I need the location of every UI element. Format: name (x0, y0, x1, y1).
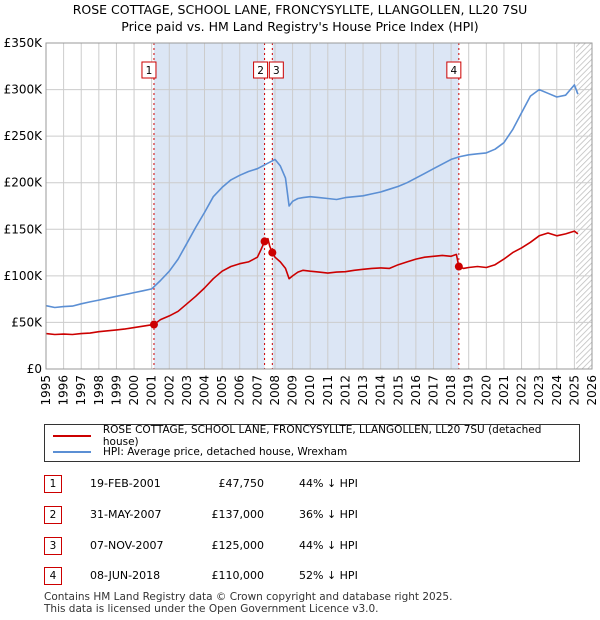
sale-label-box (141, 61, 157, 79)
footer-copyright: Contains HM Land Registry data © Crown c… (44, 591, 453, 603)
sale-price: £47,750 (218, 477, 265, 490)
sale-label: 3 (273, 65, 280, 77)
sale-badge: 2 (44, 506, 62, 524)
sale-label: 4 (451, 65, 458, 77)
legend-swatch-property (53, 435, 91, 437)
x-tick-label: 2003 (180, 375, 194, 406)
legend-item-property: ROSE COTTAGE, SCHOOL LANE, FRONCYSYLLTE,… (53, 424, 579, 448)
x-tick-label: 2024 (550, 375, 564, 406)
legend-label-hpi: HPI: Average price, detached house, Wrex… (103, 446, 348, 458)
x-tick-label: 2025 (567, 375, 581, 406)
chart-subtitle: Price paid vs. HM Land Registry's House … (121, 19, 479, 34)
x-tick-label: 2007 (250, 375, 264, 406)
plot-frame (45, 42, 593, 370)
sales-row: 2 31-MAY-2007 £137,000 36% ↓ HPI (44, 506, 584, 526)
x-tick-label: 2017 (426, 375, 440, 406)
shaded-period (272, 43, 459, 369)
x-tick-label: 2004 (198, 375, 212, 406)
y-tick-label: £150K (4, 222, 44, 236)
x-tick-label: 2015 (391, 375, 405, 406)
sale-label-box (268, 61, 284, 79)
sale-price: £110,000 (211, 569, 265, 582)
sale-label: 2 (257, 65, 264, 77)
sale-label-box (253, 61, 269, 79)
chart-title-address: ROSE COTTAGE, SCHOOL LANE, FRONCYSYLLTE,… (72, 2, 528, 17)
sale-hpi-diff: 44% ↓ HPI (299, 539, 358, 552)
sale-date: 19-FEB-2001 (90, 477, 161, 490)
x-tick-label: 2006 (233, 375, 247, 406)
y-tick-label: £350K (4, 36, 44, 50)
sale-price: £137,000 (211, 508, 265, 521)
x-tick-label: 2014 (374, 375, 388, 406)
x-tick-label: 2008 (268, 375, 282, 406)
x-tick-label: 2022 (515, 375, 529, 406)
sale-date: 07-NOV-2007 (90, 539, 164, 552)
sale-price: £125,000 (211, 539, 265, 552)
sales-row: 1 19-FEB-2001 £47,750 44% ↓ HPI (44, 475, 584, 495)
sale-date: 08-JUN-2018 (90, 569, 161, 582)
x-tick-label: 2011 (321, 375, 335, 406)
x-tick-label: 2001 (145, 375, 159, 406)
sales-row: 4 08-JUN-2018 £110,000 52% ↓ HPI (44, 567, 584, 587)
x-tick-label: 1999 (109, 375, 123, 406)
sale-badge: 4 (44, 567, 62, 585)
sales-row: 3 07-NOV-2007 £125,000 44% ↓ HPI (44, 537, 584, 557)
y-tick-label: £50K (11, 315, 43, 329)
legend-label-property: ROSE COTTAGE, SCHOOL LANE, FRONCYSYLLTE,… (102, 424, 542, 448)
hpi-series-line (45, 84, 579, 309)
x-tick-label: 2005 (215, 375, 229, 406)
x-tick-label: 2019 (462, 375, 476, 406)
x-tick-label: 1997 (74, 375, 88, 406)
sale-badge: 3 (44, 537, 62, 555)
x-tick-label: 1996 (57, 375, 71, 406)
legend-swatch-hpi (53, 451, 91, 453)
sale-point (260, 237, 269, 246)
x-tick-label: 2023 (532, 375, 546, 406)
price-chart: 1 2 3 4 £0 £50K £100K £150K £200K £250K £300K £350K… (4, 36, 599, 406)
sale-date: 31-MAY-2007 (90, 508, 162, 521)
x-tick-label: 1995 (39, 375, 53, 406)
footer-licence: This data is licensed under the Open Gov… (44, 603, 379, 615)
sale-badge: 1 (44, 475, 62, 493)
y-tick-label: £0 (27, 362, 42, 376)
shaded-period (153, 43, 265, 369)
x-tick-label: 2021 (497, 375, 511, 406)
x-tick-label: 2018 (444, 375, 458, 406)
y-tick-label: £100K (4, 269, 44, 283)
sale-hpi-diff: 52% ↓ HPI (299, 569, 358, 582)
x-tick-label: 2009 (286, 375, 300, 406)
sale-point (454, 262, 463, 271)
x-tick-label: 2002 (162, 375, 176, 406)
y-tick-label: £200K (4, 176, 44, 190)
x-tick-label: 2012 (338, 375, 352, 406)
x-tick-label: 2026 (585, 375, 599, 406)
sale-point (149, 320, 158, 329)
x-tick-label: 2020 (479, 375, 493, 406)
sale-point (268, 248, 277, 257)
chart-legend: ROSE COTTAGE, SCHOOL LANE, FRONCYSYLLTE,… (44, 424, 580, 462)
sale-label: 1 (146, 65, 153, 77)
sale-hpi-diff: 36% ↓ HPI (299, 508, 358, 521)
forecast-area (576, 43, 592, 369)
legend-item-hpi: HPI: Average price, detached house, Wrex… (53, 444, 347, 460)
x-tick-label: 2010 (303, 375, 317, 406)
x-tick-label: 2013 (356, 375, 370, 406)
sale-label-box (446, 61, 462, 79)
x-tick-label: 2016 (409, 375, 423, 406)
x-tick-label: 2000 (127, 375, 141, 406)
x-tick-label: 1998 (92, 375, 106, 406)
y-tick-label: £300K (4, 83, 44, 97)
sale-hpi-diff: 44% ↓ HPI (299, 477, 358, 490)
y-tick-label: £250K (4, 129, 44, 143)
